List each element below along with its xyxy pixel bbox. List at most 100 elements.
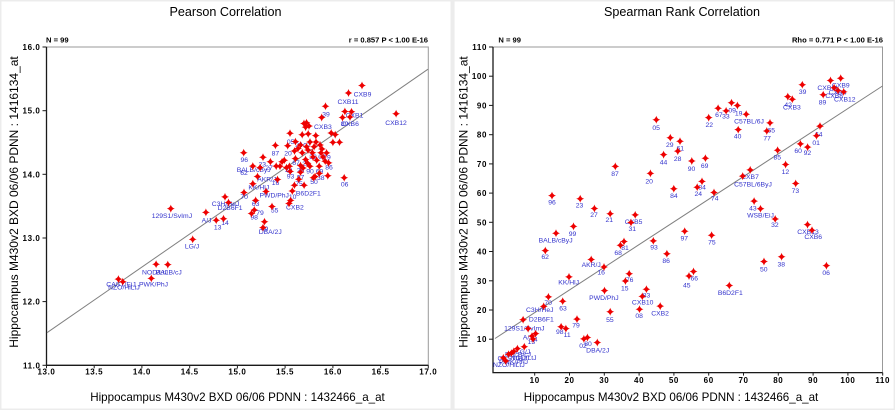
svg-text:83: 83 bbox=[643, 293, 651, 300]
svg-text:PWK/PhJ: PWK/PhJ bbox=[139, 281, 168, 288]
svg-text:86: 86 bbox=[662, 258, 670, 265]
svg-text:98: 98 bbox=[556, 329, 564, 336]
svg-text:05: 05 bbox=[652, 125, 660, 132]
svg-text:60: 60 bbox=[477, 189, 487, 198]
svg-text:70: 70 bbox=[240, 194, 248, 201]
svg-text:93: 93 bbox=[650, 245, 658, 252]
svg-text:92: 92 bbox=[804, 150, 812, 157]
svg-text:D2B6F1: D2B6F1 bbox=[529, 317, 554, 324]
svg-text:AKR/J: AKR/J bbox=[582, 262, 601, 269]
svg-text:97: 97 bbox=[681, 236, 689, 243]
svg-text:89: 89 bbox=[819, 99, 827, 106]
svg-text:89: 89 bbox=[341, 121, 349, 128]
svg-text:50: 50 bbox=[310, 179, 318, 186]
svg-text:97: 97 bbox=[297, 174, 305, 181]
svg-text:129S1/SvImJ: 129S1/SvImJ bbox=[152, 213, 192, 220]
svg-text:NZO/HlLtJ: NZO/HlLtJ bbox=[493, 362, 525, 369]
svg-text:70: 70 bbox=[477, 160, 487, 169]
svg-text:CXB6: CXB6 bbox=[341, 121, 359, 128]
svg-text:B6D2F1: B6D2F1 bbox=[296, 190, 321, 197]
svg-text:96: 96 bbox=[241, 157, 249, 164]
svg-text:16.0: 16.0 bbox=[23, 43, 41, 52]
svg-text:05: 05 bbox=[287, 139, 295, 146]
svg-text:Hippocampus M430v2 BXD 06/06 P: Hippocampus M430v2 BXD 06/06 PDNN : 1416… bbox=[457, 56, 471, 348]
svg-text:KK/HlJ: KK/HlJ bbox=[558, 279, 579, 286]
svg-text:33: 33 bbox=[722, 113, 730, 120]
svg-text:64: 64 bbox=[815, 132, 823, 139]
svg-text:C57BL/6J: C57BL/6J bbox=[734, 119, 764, 126]
svg-text:43: 43 bbox=[749, 205, 757, 212]
svg-text:06: 06 bbox=[341, 182, 349, 189]
svg-text:CAST/EiJ: CAST/EiJ bbox=[106, 281, 135, 288]
svg-text:75: 75 bbox=[295, 181, 303, 188]
svg-text:62: 62 bbox=[240, 170, 248, 177]
svg-text:90: 90 bbox=[688, 166, 696, 173]
svg-text:77: 77 bbox=[763, 136, 771, 143]
svg-text:73: 73 bbox=[792, 188, 800, 195]
svg-text:CXB3: CXB3 bbox=[783, 105, 801, 112]
svg-text:84: 84 bbox=[698, 185, 706, 192]
svg-text:12.0: 12.0 bbox=[23, 298, 41, 307]
svg-text:N = 99: N = 99 bbox=[46, 36, 69, 45]
svg-text:Hippocampus M430v2 BXD 06/06 P: Hippocampus M430v2 BXD 06/06 PDNN : 1432… bbox=[90, 391, 385, 404]
svg-text:69: 69 bbox=[701, 163, 709, 170]
svg-text:76: 76 bbox=[626, 277, 634, 284]
svg-text:15: 15 bbox=[621, 285, 629, 292]
svg-text:Spearman Rank Correlation: Spearman Rank Correlation bbox=[604, 5, 760, 19]
svg-text:90: 90 bbox=[477, 101, 487, 110]
svg-text:WSB/EiJ: WSB/EiJ bbox=[747, 212, 774, 219]
svg-text:98: 98 bbox=[250, 214, 258, 221]
svg-text:13.0: 13.0 bbox=[38, 368, 56, 377]
svg-text:LG/J: LG/J bbox=[516, 349, 530, 356]
svg-text:70: 70 bbox=[544, 300, 552, 307]
svg-text:BALB/cByJ: BALB/cByJ bbox=[539, 237, 573, 244]
svg-text:CXB9: CXB9 bbox=[354, 92, 372, 99]
svg-text:11: 11 bbox=[564, 332, 571, 339]
svg-text:06: 06 bbox=[822, 270, 830, 277]
svg-text:r = 0.857 P < 1.00 E-16: r = 0.857 P < 1.00 E-16 bbox=[349, 36, 428, 45]
svg-text:16: 16 bbox=[597, 270, 605, 277]
svg-text:44: 44 bbox=[660, 160, 668, 167]
svg-text:61: 61 bbox=[677, 145, 685, 152]
svg-text:93: 93 bbox=[287, 173, 295, 180]
svg-text:96: 96 bbox=[548, 199, 556, 206]
svg-text:C57BL/6ByJ: C57BL/6ByJ bbox=[734, 181, 772, 188]
svg-text:CXB1: CXB1 bbox=[346, 113, 364, 120]
svg-text:DBA/2J: DBA/2J bbox=[259, 229, 282, 236]
svg-text:65: 65 bbox=[768, 127, 776, 134]
svg-text:CXB12: CXB12 bbox=[385, 120, 407, 127]
svg-text:31: 31 bbox=[629, 226, 637, 233]
svg-text:14.5: 14.5 bbox=[181, 368, 199, 377]
svg-text:PWD/PhJ: PWD/PhJ bbox=[589, 295, 618, 302]
svg-text:Pearson Correlation: Pearson Correlation bbox=[169, 5, 281, 19]
svg-text:13.5: 13.5 bbox=[85, 368, 103, 377]
svg-text:16.0: 16.0 bbox=[324, 368, 342, 377]
svg-text:D2B6F1: D2B6F1 bbox=[218, 205, 243, 212]
svg-text:79: 79 bbox=[572, 322, 580, 329]
svg-text:19: 19 bbox=[323, 155, 331, 162]
svg-text:67: 67 bbox=[292, 160, 300, 167]
svg-text:22: 22 bbox=[302, 161, 310, 168]
svg-text:55: 55 bbox=[606, 317, 614, 324]
svg-text:11.0: 11.0 bbox=[23, 361, 41, 370]
svg-text:17.0: 17.0 bbox=[419, 368, 437, 377]
svg-text:100: 100 bbox=[840, 376, 855, 385]
svg-text:67: 67 bbox=[715, 112, 723, 119]
svg-text:15.0: 15.0 bbox=[228, 368, 246, 377]
svg-text:85: 85 bbox=[774, 154, 782, 161]
svg-text:68: 68 bbox=[614, 250, 622, 257]
svg-text:55: 55 bbox=[271, 208, 279, 215]
svg-text:12: 12 bbox=[782, 169, 790, 176]
svg-text:80: 80 bbox=[773, 376, 783, 385]
svg-text:CXB11: CXB11 bbox=[337, 99, 358, 106]
svg-text:CXB2: CXB2 bbox=[651, 310, 669, 317]
svg-text:13: 13 bbox=[528, 339, 536, 346]
svg-text:14.0: 14.0 bbox=[23, 170, 41, 179]
svg-text:CXB8: CXB8 bbox=[825, 93, 843, 100]
svg-text:KK/HlJ: KK/HlJ bbox=[248, 185, 269, 192]
svg-text:13: 13 bbox=[214, 225, 222, 232]
svg-text:16.5: 16.5 bbox=[372, 368, 390, 377]
svg-text:CXB12: CXB12 bbox=[834, 96, 856, 103]
svg-text:38: 38 bbox=[317, 175, 325, 182]
svg-text:86: 86 bbox=[325, 165, 333, 172]
